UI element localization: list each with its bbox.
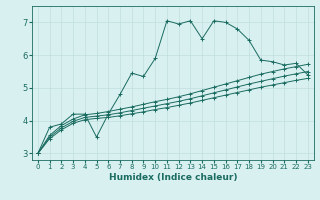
X-axis label: Humidex (Indice chaleur): Humidex (Indice chaleur) [108,173,237,182]
